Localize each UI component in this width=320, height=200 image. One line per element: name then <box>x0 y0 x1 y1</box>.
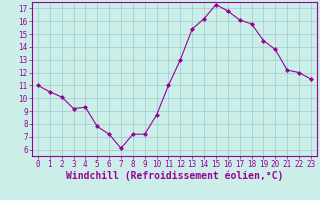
X-axis label: Windchill (Refroidissement éolien,°C): Windchill (Refroidissement éolien,°C) <box>66 171 283 181</box>
